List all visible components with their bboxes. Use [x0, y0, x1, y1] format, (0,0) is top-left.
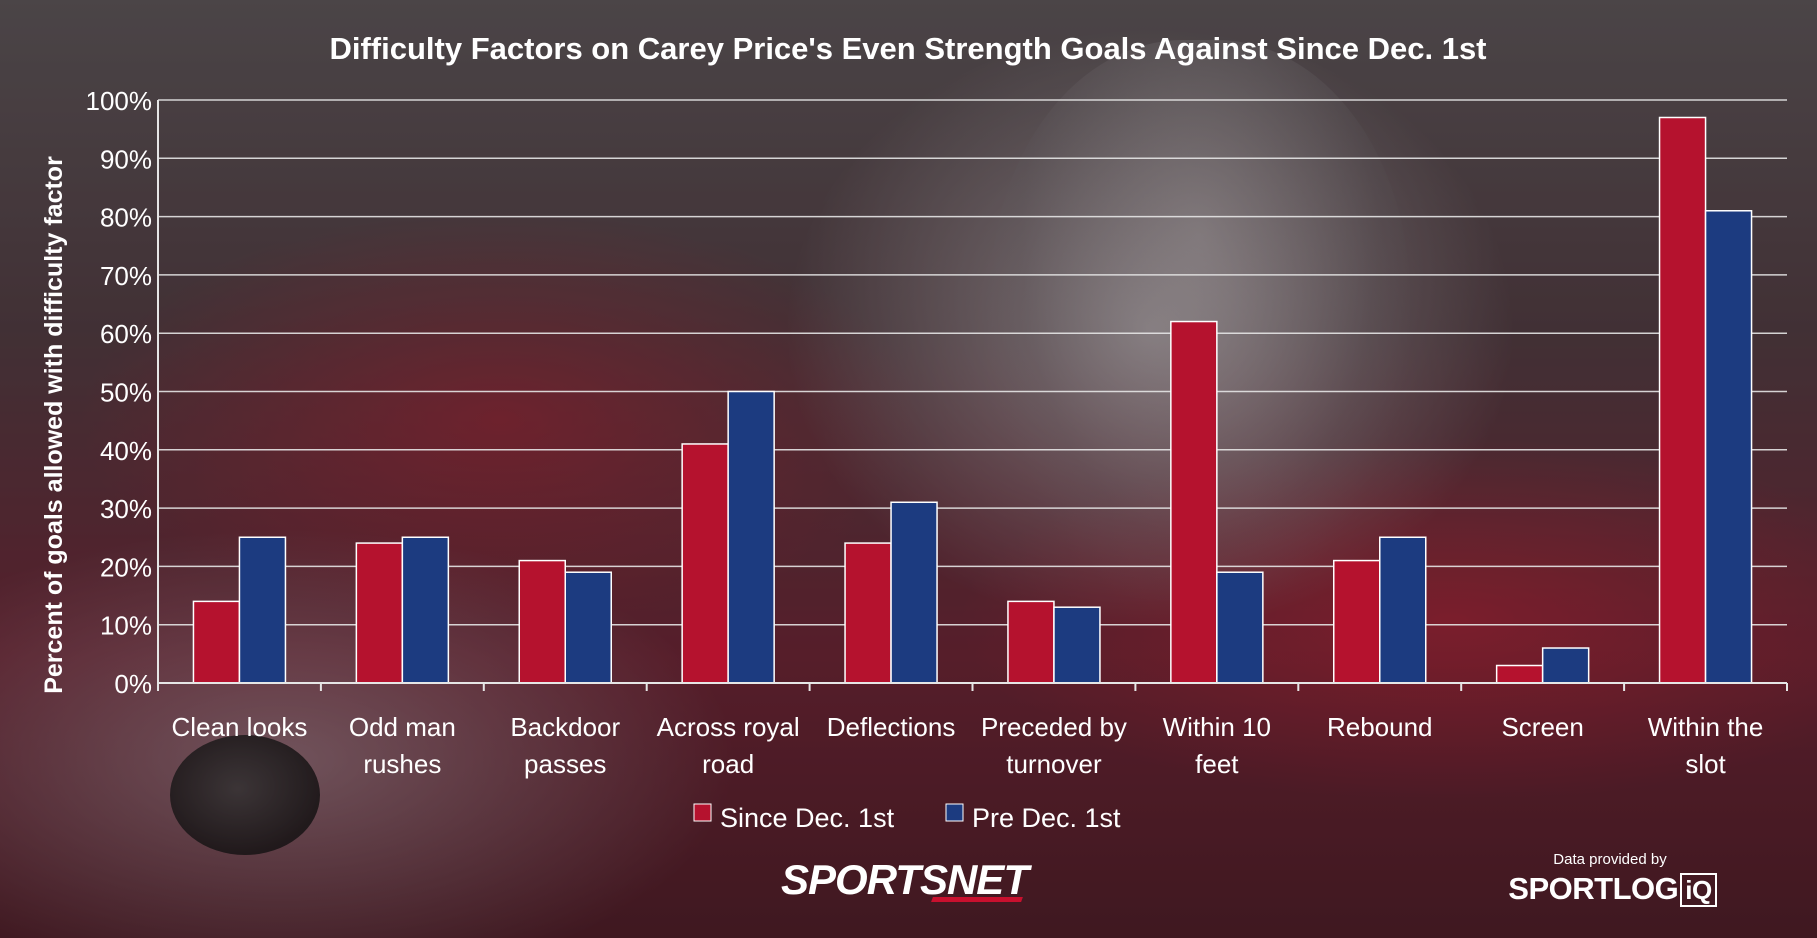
bars	[192, 116, 1753, 684]
legend-label: Pre Dec. 1st	[972, 803, 1121, 833]
x-tick-label: Across royal road	[657, 712, 800, 779]
y-tick-label: 40%	[100, 436, 152, 466]
bar-pre-dec-1	[401, 536, 450, 684]
bar-since-dec-1	[1495, 664, 1544, 684]
y-tick-label: 60%	[100, 319, 152, 349]
puck-shape	[170, 735, 320, 855]
x-tick-label: Deflections	[827, 712, 956, 742]
y-tick-label: 80%	[100, 203, 152, 233]
sportlogiq-logo-text: SPORTLOG	[1508, 871, 1679, 906]
x-tick-label: Backdoor passes	[510, 712, 620, 779]
legend-swatch	[945, 803, 964, 822]
y-tick-label: 0%	[114, 669, 152, 699]
x-tick-label: Within 10 feet	[1163, 712, 1271, 779]
axes	[157, 100, 1788, 691]
x-tick-label: Odd man rushes	[349, 712, 456, 779]
x-tick-label: Clean looks	[172, 712, 308, 742]
sportlogiq-logo-iq: iQ	[1680, 873, 1717, 907]
legend-swatch	[693, 803, 712, 822]
x-tick-label: Within the slot	[1648, 712, 1764, 779]
chart-title: Difficulty Factors on Carey Price's Even…	[329, 31, 1486, 66]
bar-since-dec-1	[518, 559, 566, 684]
x-tick-label: Screen	[1501, 712, 1583, 742]
x-tick-label: Rebound	[1327, 712, 1433, 742]
sportsnet-logo-text: SPORTSNET	[781, 856, 1029, 903]
y-tick-label: 70%	[100, 261, 152, 291]
bar-since-dec-1	[1333, 559, 1381, 684]
y-tick-label: 50%	[100, 378, 152, 408]
y-tick-label: 20%	[100, 552, 152, 582]
bar-pre-dec-1	[727, 390, 775, 684]
legend: Since Dec. 1st Pre Dec. 1st	[693, 803, 1121, 833]
bar-pre-dec-1	[1216, 571, 1264, 684]
bar-pre-dec-1	[564, 571, 612, 684]
bar-since-dec-1	[844, 542, 892, 684]
bar-pre-dec-1	[238, 536, 287, 684]
bar-since-dec-1	[681, 443, 729, 684]
bar-pre-dec-1	[1541, 647, 1590, 684]
sportlogiq-logo: SPORTLOG iQ	[1505, 868, 1720, 910]
bar-pre-dec-1	[1704, 210, 1753, 684]
bar-since-dec-1	[1007, 600, 1055, 684]
x-tick-label: Preceded by turnover	[981, 712, 1127, 779]
gridlines	[158, 99, 1787, 626]
legend-label: Since Dec. 1st	[720, 803, 895, 833]
bar-since-dec-1	[355, 542, 404, 684]
axis-labels: 0% 10% 20% 30% 40% 50% 60% 70% 80% 90% 100% Clean l…	[86, 86, 1764, 779]
y-tick-label: 90%	[100, 144, 152, 174]
bar-pre-dec-1	[1379, 536, 1427, 684]
sportsnet-logo: SPORTSNET	[752, 855, 1057, 905]
bar-pre-dec-1	[1053, 606, 1101, 684]
bar-pre-dec-1	[890, 501, 938, 684]
bar-since-dec-1	[1170, 320, 1218, 684]
y-axis-label: Percent of goals allowed with difficulty…	[40, 156, 68, 694]
sportsnet-swoosh	[931, 897, 1023, 902]
y-tick-label: 100%	[86, 86, 153, 116]
bar-since-dec-1	[192, 600, 241, 684]
y-tick-label: 30%	[100, 494, 152, 524]
y-tick-label: 10%	[100, 611, 152, 641]
data-provided-label: Data provided by	[1553, 851, 1667, 868]
bar-since-dec-1	[1658, 116, 1707, 684]
